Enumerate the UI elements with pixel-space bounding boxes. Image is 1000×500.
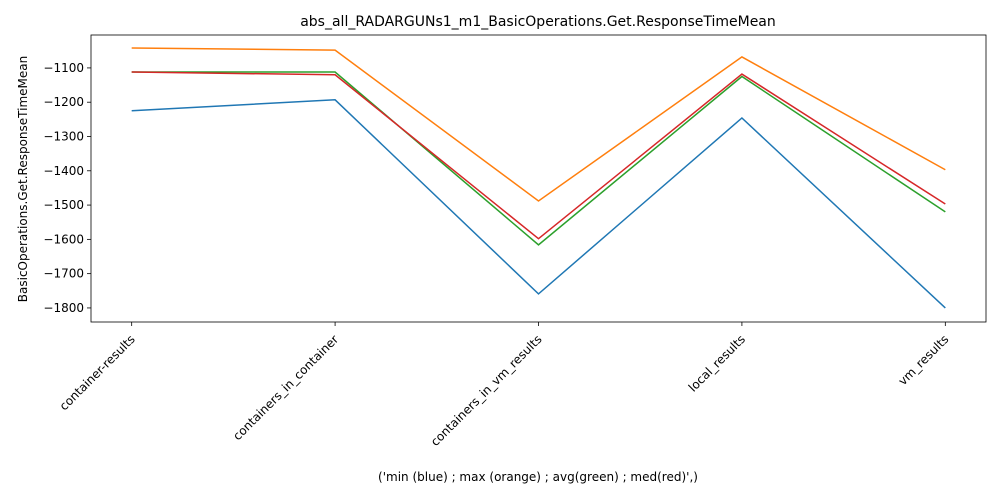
y-tick-label: −1500: [43, 198, 84, 212]
series-line: [131, 99, 946, 309]
series-line: [131, 71, 946, 240]
y-tick-label: −1300: [43, 129, 84, 143]
y-tick-label: −1400: [43, 164, 84, 178]
y-tick-label: −1600: [43, 232, 84, 246]
x-axis-label: ('min (blue) ; max (orange) ; avg(green)…: [378, 470, 698, 484]
y-tick-label: −1200: [43, 95, 84, 109]
y-tick-label: −1700: [43, 267, 84, 281]
chart-title: abs_all_RADARGUNs1_m1_BasicOperations.Ge…: [300, 14, 776, 30]
y-axis-label: BasicOperations.Get.ResponseTimeMean: [16, 56, 30, 302]
plot-frame: [90, 34, 987, 323]
series-line: [131, 47, 946, 202]
y-tick-label: −1800: [43, 301, 84, 315]
series-line: [131, 71, 946, 246]
y-tick-label: −1100: [43, 61, 84, 75]
